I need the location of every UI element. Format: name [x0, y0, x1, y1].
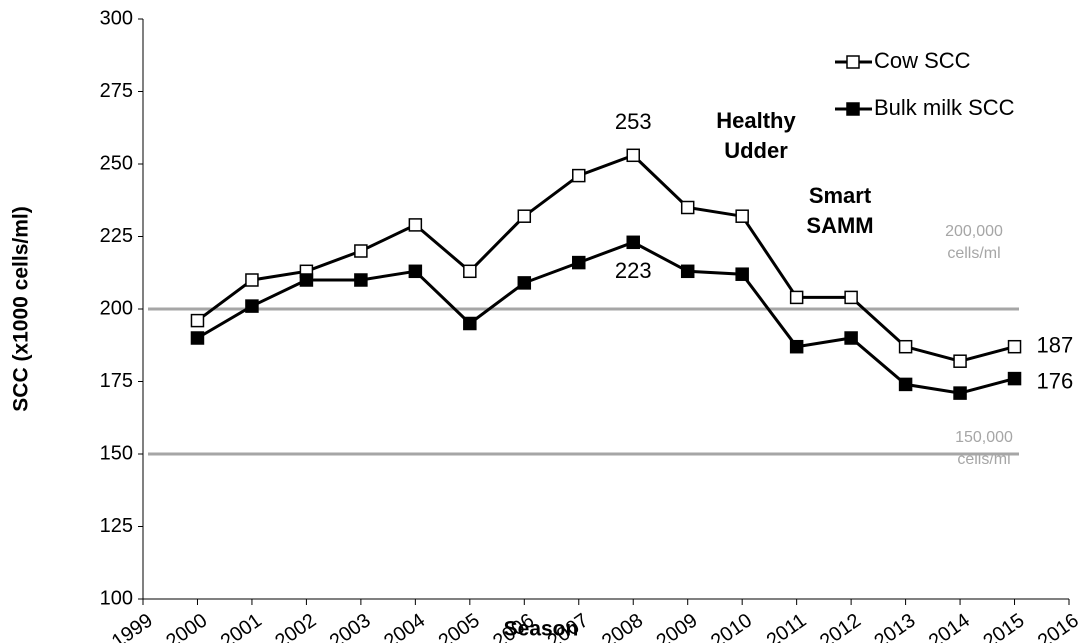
y-tick-label: 175 [100, 370, 133, 392]
reference-label: cells/ml [947, 245, 1000, 262]
x-tick-label: 2016 [1034, 609, 1083, 643]
x-tick-label: 2014 [925, 609, 974, 643]
annotation: Healthy [716, 108, 796, 133]
series-line [196, 153, 1015, 363]
data-label: 223 [615, 258, 652, 283]
y-tick-label: 275 [100, 80, 133, 102]
marker [354, 244, 368, 258]
marker [953, 386, 967, 400]
y-tick-label: 100 [100, 587, 133, 609]
x-tick-label: 2005 [435, 609, 484, 643]
x-axis-title: Season [504, 618, 579, 641]
x-tick-label: 2004 [380, 609, 429, 643]
marker [680, 200, 695, 215]
marker [735, 209, 749, 223]
annotation: SAMM [806, 213, 873, 238]
x-tick-label: 2012 [816, 609, 865, 643]
x-tick-label: 2008 [598, 609, 647, 643]
x-tick-label: 2010 [707, 609, 756, 643]
reference-label: cells/ml [957, 451, 1010, 468]
marker [190, 313, 205, 328]
y-tick-label: 125 [100, 515, 133, 537]
marker [354, 273, 368, 287]
x-tick-label: 2015 [979, 609, 1028, 643]
y-axis-title: SCC (x1000 cells/ml) [10, 206, 33, 411]
reference-label: 200,000 [945, 223, 1003, 240]
data-label: 187 [1037, 333, 1074, 358]
marker [572, 168, 586, 183]
legend-label: Bulk milk SCC [874, 95, 1015, 120]
series-line [196, 240, 1015, 395]
marker [190, 331, 205, 345]
reference-label: 150,000 [955, 429, 1013, 446]
annotation: Udder [724, 138, 788, 163]
x-tick-label: 2001 [217, 609, 266, 643]
x-tick-label: 2013 [870, 609, 919, 643]
marker [898, 339, 913, 354]
x-tick-label: 2011 [763, 609, 811, 643]
y-tick-label: 250 [100, 152, 133, 174]
marker [626, 235, 640, 250]
y-tick-label: 150 [100, 442, 133, 464]
marker [408, 264, 423, 279]
marker [463, 316, 477, 331]
marker [245, 273, 259, 287]
marker [844, 331, 858, 345]
marker [245, 299, 259, 313]
x-tick-label: 2000 [162, 609, 211, 643]
x-tick-label: 2002 [271, 609, 320, 643]
marker [517, 276, 532, 290]
legend-marker [846, 55, 860, 69]
y-tick-label: 200 [100, 297, 133, 319]
marker [789, 290, 804, 305]
marker [680, 264, 695, 279]
data-label: 253 [615, 109, 652, 134]
marker [898, 377, 913, 392]
marker [572, 255, 586, 270]
marker [1007, 339, 1022, 354]
marker [844, 290, 858, 305]
marker [463, 264, 477, 279]
legend-marker [846, 102, 860, 116]
x-tick-label: 2009 [653, 609, 702, 643]
x-tick-label: 1999 [108, 609, 157, 643]
legend-label: Cow SCC [874, 48, 971, 73]
y-tick-label: 225 [100, 225, 133, 247]
marker [408, 218, 423, 232]
marker [517, 209, 532, 223]
marker [735, 267, 749, 281]
marker [789, 339, 804, 354]
marker [299, 273, 314, 287]
annotation: Smart [809, 183, 872, 208]
marker [953, 354, 967, 368]
x-tick-label: 2003 [326, 609, 375, 643]
marker [1007, 371, 1022, 386]
y-tick-label: 300 [100, 7, 133, 29]
data-label: 176 [1037, 368, 1074, 393]
marker [626, 148, 640, 163]
